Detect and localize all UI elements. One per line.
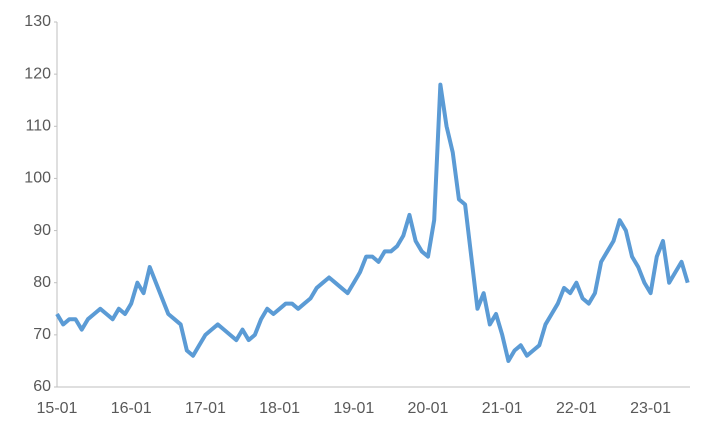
x-tick-label: 19-01 — [333, 400, 374, 417]
data-line — [55, 82, 690, 363]
y-tick-label: 60 — [33, 378, 51, 395]
y-tick-label: 100 — [24, 170, 51, 187]
y-tick-label: 80 — [33, 274, 51, 291]
y-tick-label: 130 — [24, 13, 51, 30]
x-tick-label: 16-01 — [111, 400, 152, 417]
x-tick-label: 18-01 — [259, 400, 300, 417]
x-tick-label: 17-01 — [185, 400, 226, 417]
y-tick-label: 120 — [24, 65, 51, 82]
x-tick-label: 23-01 — [630, 400, 671, 417]
x-tick-label: 15-01 — [37, 400, 78, 417]
y-tick-label: 90 — [33, 222, 51, 239]
y-tick-label: 110 — [25, 118, 51, 135]
x-tick-label: 20-01 — [408, 400, 449, 417]
x-tick-label: 22-01 — [556, 400, 597, 417]
x-tick-label: 21-01 — [482, 400, 523, 417]
y-tick-label: 70 — [33, 326, 51, 343]
